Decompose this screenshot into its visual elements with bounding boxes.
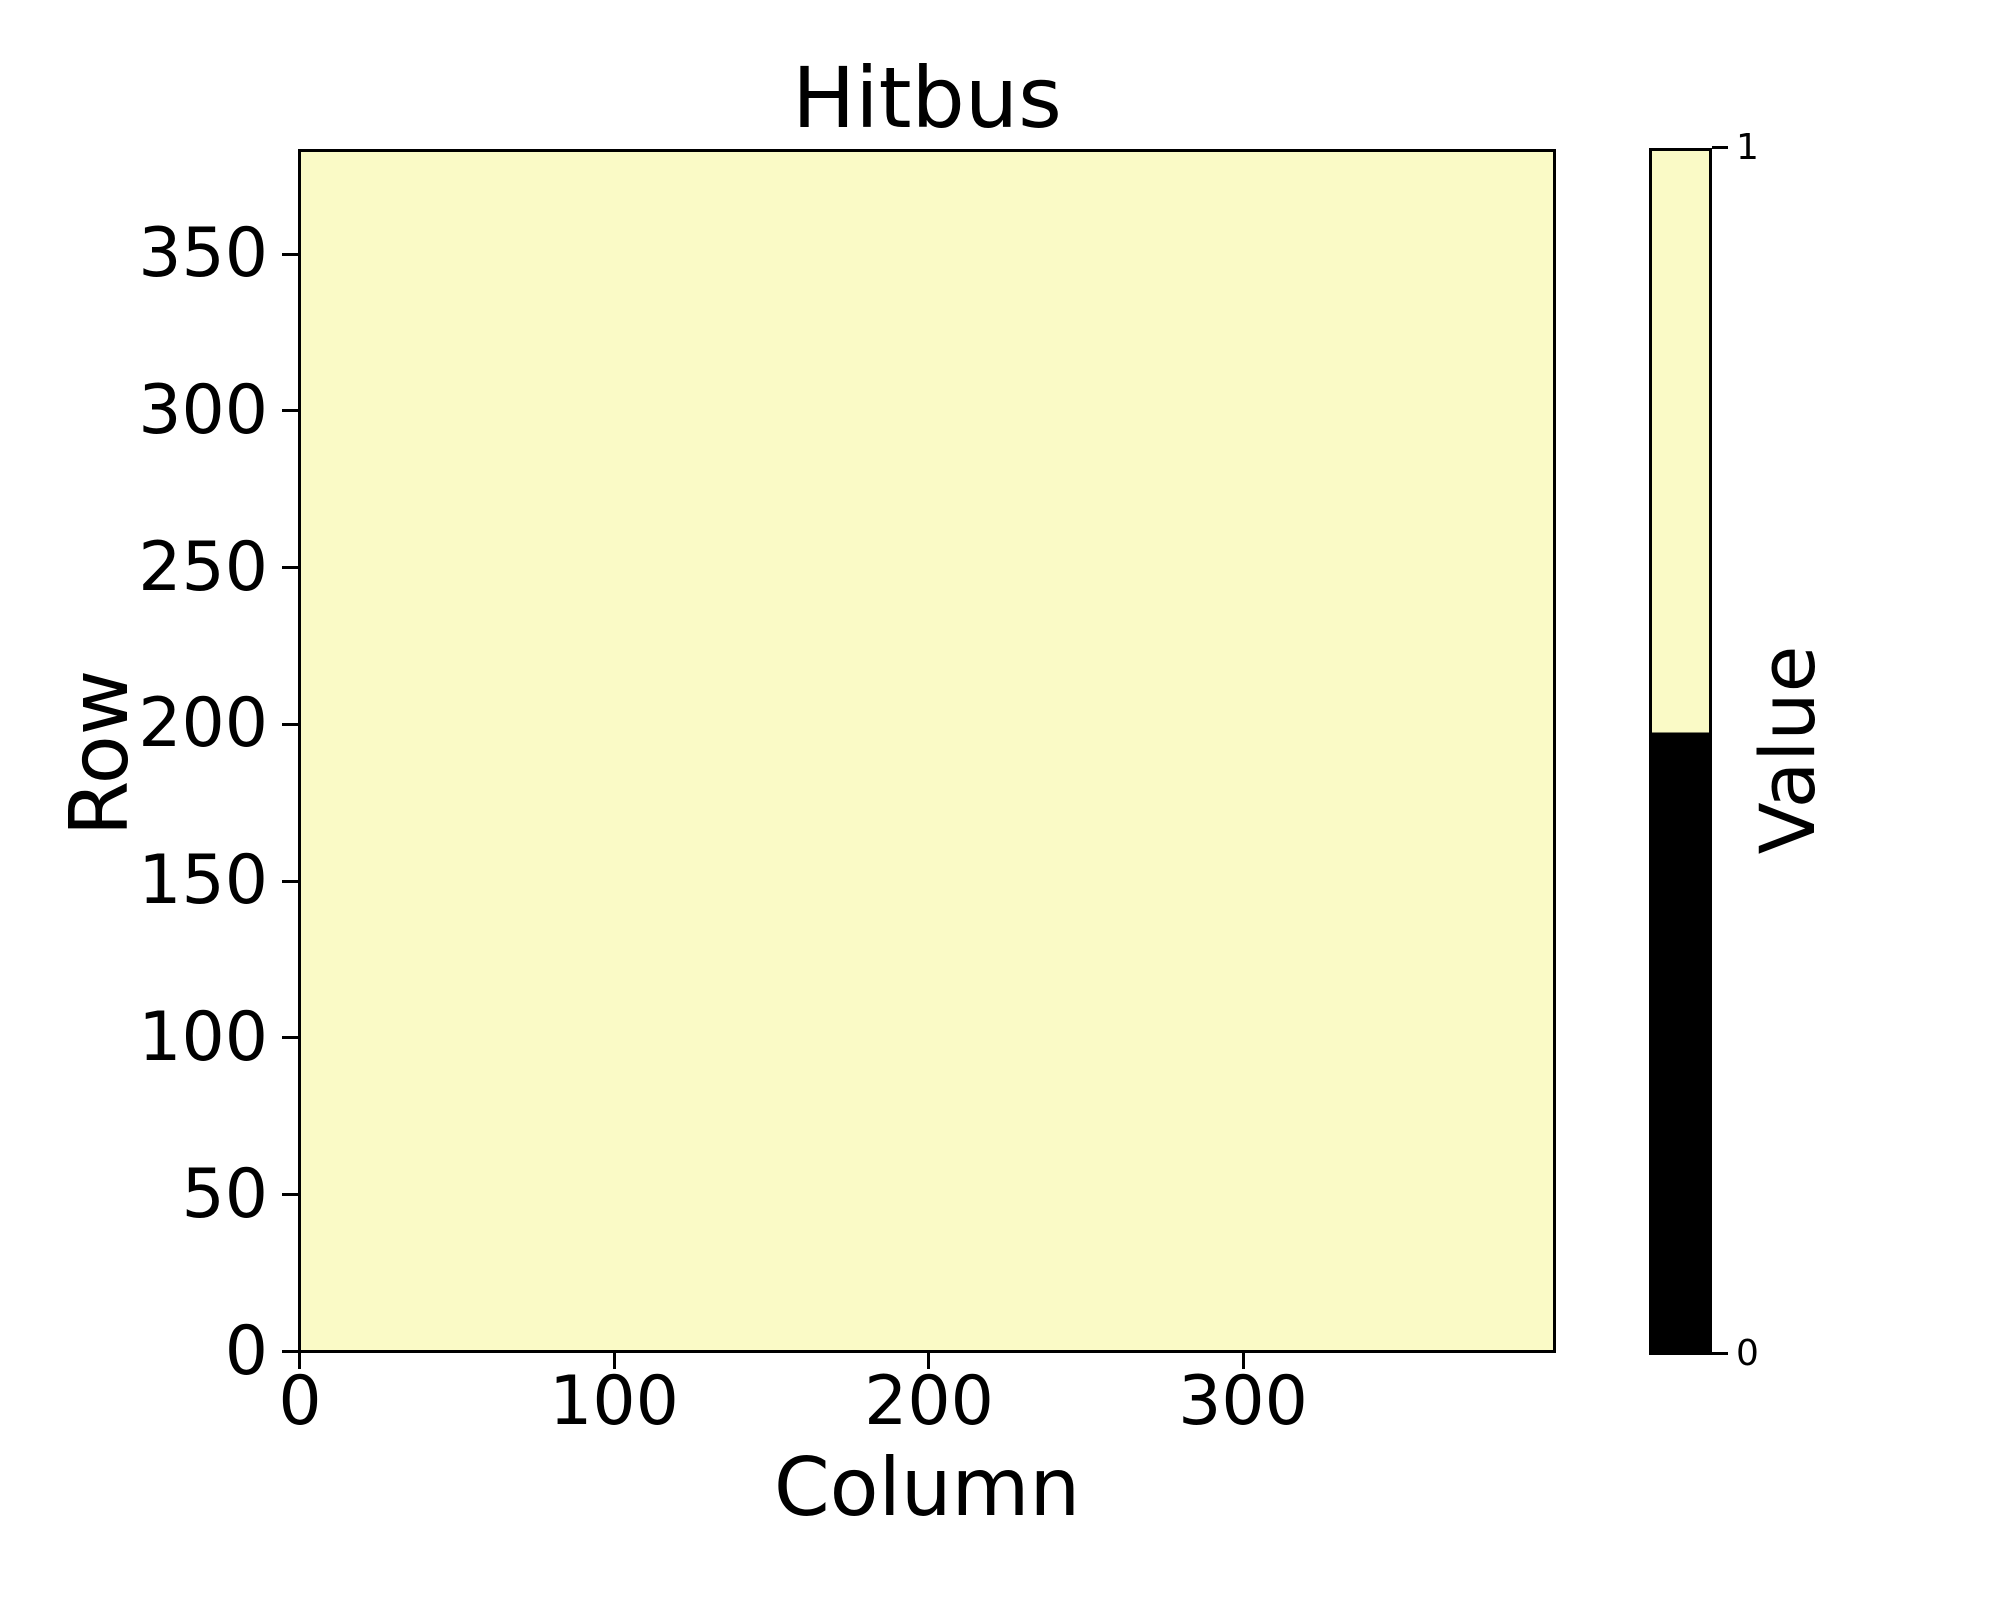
colorbar-tick-mark-0: [1712, 1352, 1728, 1355]
x-tick-label: 300: [1178, 1362, 1308, 1441]
colorbar: [1649, 148, 1712, 1355]
x-tick-label: 100: [549, 1362, 679, 1441]
heatmap-plot-area: [298, 149, 1556, 1353]
chart-title: Hitbus: [792, 49, 1062, 147]
y-tick-mark-50: [282, 1193, 298, 1196]
y-tick-label: 250: [138, 528, 268, 607]
colorbar-tick-label: 1: [1736, 127, 1759, 168]
colorbar-label: Value: [1743, 645, 1832, 855]
y-tick-mark-100: [282, 1036, 298, 1039]
x-tick-mark-0: [298, 1353, 301, 1369]
x-axis-label: Column: [773, 1441, 1081, 1534]
x-tick-mark-300: [1242, 1353, 1245, 1369]
y-tick-label: 100: [138, 998, 268, 1077]
colorbar-tick-label: 0: [1736, 1333, 1759, 1374]
y-tick-mark-300: [282, 409, 298, 412]
y-tick-label: 200: [138, 684, 268, 763]
y-tick-mark-150: [282, 880, 298, 883]
x-tick-mark-200: [927, 1353, 930, 1369]
y-tick-mark-350: [282, 253, 298, 256]
y-tick-label: 350: [138, 214, 268, 293]
y-tick-label: 300: [138, 371, 268, 450]
x-tick-label: 200: [864, 1362, 994, 1441]
y-tick-mark-0: [282, 1350, 298, 1353]
x-tick-label: 0: [278, 1362, 322, 1441]
y-tick-label: 150: [138, 841, 268, 920]
y-tick-label: 0: [224, 1312, 268, 1391]
y-axis-label: Row: [53, 669, 146, 837]
x-tick-mark-100: [613, 1353, 616, 1369]
y-tick-mark-200: [282, 723, 298, 726]
colorbar-tick-mark-1: [1712, 146, 1728, 149]
y-tick-label: 50: [181, 1155, 268, 1234]
y-tick-mark-250: [282, 566, 298, 569]
